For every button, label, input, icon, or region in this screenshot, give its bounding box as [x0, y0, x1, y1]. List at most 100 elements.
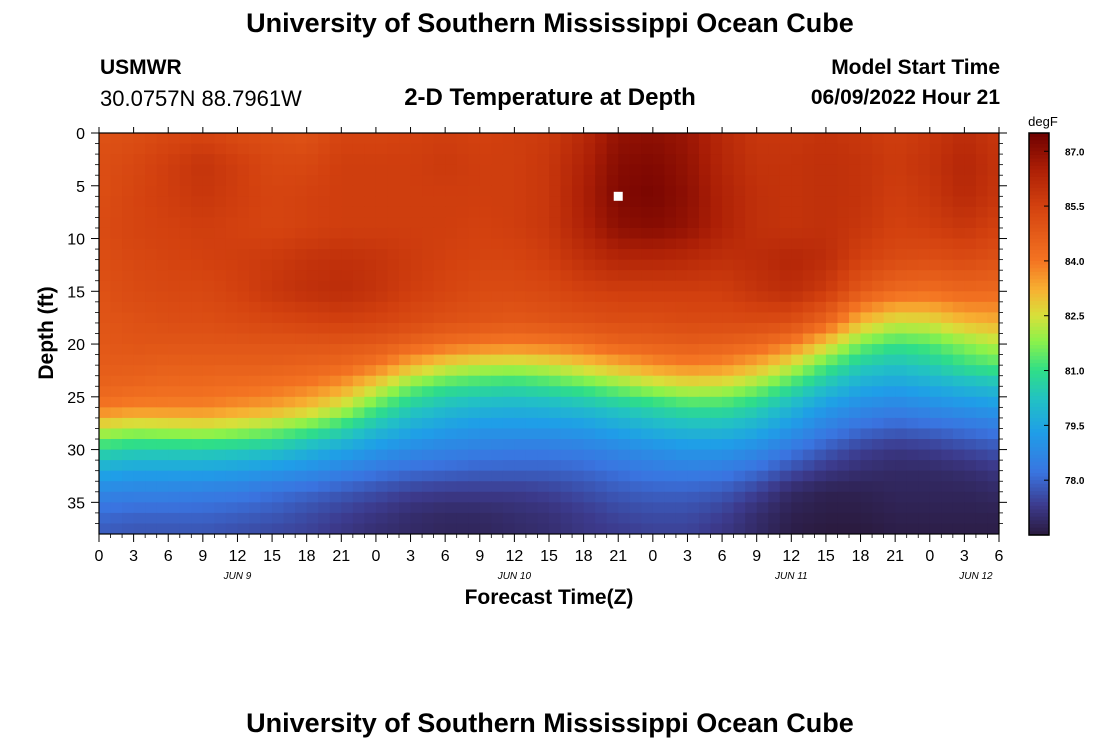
- heatmap-cell: [872, 365, 885, 377]
- heatmap-cell: [214, 470, 227, 482]
- heatmap-cell: [941, 175, 954, 187]
- heatmap-cell: [756, 196, 769, 208]
- heatmap-cell: [906, 238, 919, 250]
- heatmap-cell: [168, 417, 181, 430]
- heatmap-cell: [295, 439, 308, 451]
- heatmap-cell: [318, 481, 331, 493]
- heatmap-cell: [929, 206, 942, 219]
- heatmap-cell: [237, 249, 250, 261]
- heatmap-cell: [145, 133, 158, 145]
- heatmap-cell: [583, 143, 596, 155]
- heatmap-cell: [525, 512, 539, 525]
- heatmap-cell: [272, 333, 285, 345]
- heatmap-cell: [756, 428, 769, 440]
- heatmap-cell: [629, 333, 642, 345]
- y-axis-label: Depth (ft): [35, 286, 58, 379]
- heatmap-cell: [918, 460, 931, 472]
- heatmap-cell: [318, 206, 331, 219]
- heatmap-cell: [595, 322, 608, 335]
- heatmap-cell: [618, 280, 631, 292]
- heatmap-cell: [191, 301, 204, 313]
- heatmap-cell: [883, 175, 896, 187]
- heatmap-cell: [652, 322, 665, 335]
- heatmap-cell: [249, 280, 262, 292]
- x-tick-label: 0: [925, 548, 934, 565]
- heatmap-cell: [802, 481, 815, 493]
- heatmap-cell: [110, 396, 123, 408]
- heatmap-cell: [191, 291, 204, 303]
- heatmap-cell: [468, 259, 481, 271]
- heatmap-cell: [525, 133, 539, 145]
- heatmap-cell: [814, 175, 827, 187]
- heatmap-cell: [606, 333, 619, 345]
- heatmap-cell: [941, 481, 954, 493]
- heatmap-cell: [110, 270, 123, 282]
- heatmap-cell: [491, 185, 504, 197]
- heatmap-cell: [629, 301, 642, 313]
- heatmap-cell: [664, 491, 677, 503]
- heatmap-cell: [918, 280, 931, 292]
- heatmap-cell: [733, 291, 746, 303]
- heatmap-cell: [756, 512, 769, 525]
- heatmap-cell: [249, 512, 262, 525]
- heatmap-cell: [722, 512, 735, 525]
- heatmap-cell: [837, 249, 850, 261]
- heatmap-cell: [225, 270, 239, 282]
- heatmap-cell: [618, 481, 631, 493]
- heatmap-cell: [825, 470, 839, 482]
- heatmap-cell: [387, 502, 400, 514]
- heatmap-cell: [537, 270, 550, 282]
- heatmap-cell: [987, 386, 999, 398]
- heatmap-cell: [156, 439, 169, 451]
- heatmap-cell: [618, 354, 631, 366]
- heatmap-cell: [699, 301, 712, 313]
- heatmap-cell: [929, 386, 942, 398]
- heatmap-cell: [664, 396, 677, 408]
- heatmap-cell: [260, 270, 273, 282]
- heatmap-cell: [641, 365, 654, 377]
- heatmap-cell: [987, 449, 999, 461]
- heatmap-cell: [202, 428, 215, 440]
- heatmap-cell: [975, 417, 989, 430]
- heatmap-cell: [722, 259, 735, 271]
- heatmap-cell: [710, 333, 723, 345]
- heatmap-cell: [479, 133, 492, 145]
- heatmap-cell: [214, 280, 227, 292]
- heatmap-cell: [941, 227, 954, 240]
- heatmap-cell: [456, 407, 469, 419]
- heatmap-cell: [837, 143, 850, 155]
- heatmap-cell: [387, 175, 400, 187]
- colorbar-swatch: [1029, 377, 1049, 383]
- heatmap-cell: [445, 270, 458, 282]
- heatmap-cell: [445, 249, 458, 261]
- heatmap-cell: [110, 523, 123, 534]
- heatmap-cell: [964, 280, 977, 292]
- heatmap-cell: [387, 312, 400, 324]
- heatmap-cell: [964, 481, 977, 493]
- heatmap-cell: [145, 512, 158, 525]
- heatmap-cell: [814, 439, 827, 451]
- heatmap-cell: [352, 354, 365, 366]
- heatmap-cell: [375, 133, 389, 145]
- heatmap-cell: [260, 417, 273, 430]
- heatmap-cell: [595, 227, 608, 240]
- heatmap-cell: [918, 143, 931, 155]
- heatmap-cell: [814, 460, 827, 472]
- heatmap-cell: [629, 291, 642, 303]
- heatmap-cell: [699, 333, 712, 345]
- heatmap-cell: [549, 291, 562, 303]
- heatmap-cell: [699, 470, 712, 482]
- heatmap-cell: [422, 196, 435, 208]
- heatmap-cell: [618, 396, 631, 408]
- heatmap-cell: [768, 491, 781, 503]
- heatmap-cell: [237, 417, 250, 430]
- heatmap-cell: [779, 386, 792, 398]
- heatmap-cell: [364, 154, 377, 166]
- heatmap-cell: [837, 291, 850, 303]
- heatmap-cell: [456, 143, 469, 155]
- heatmap-cell: [99, 375, 112, 387]
- heatmap-cell: [941, 396, 954, 408]
- heatmap-cell: [514, 333, 527, 345]
- heatmap-cell: [722, 164, 735, 176]
- heatmap-cell: [906, 206, 919, 219]
